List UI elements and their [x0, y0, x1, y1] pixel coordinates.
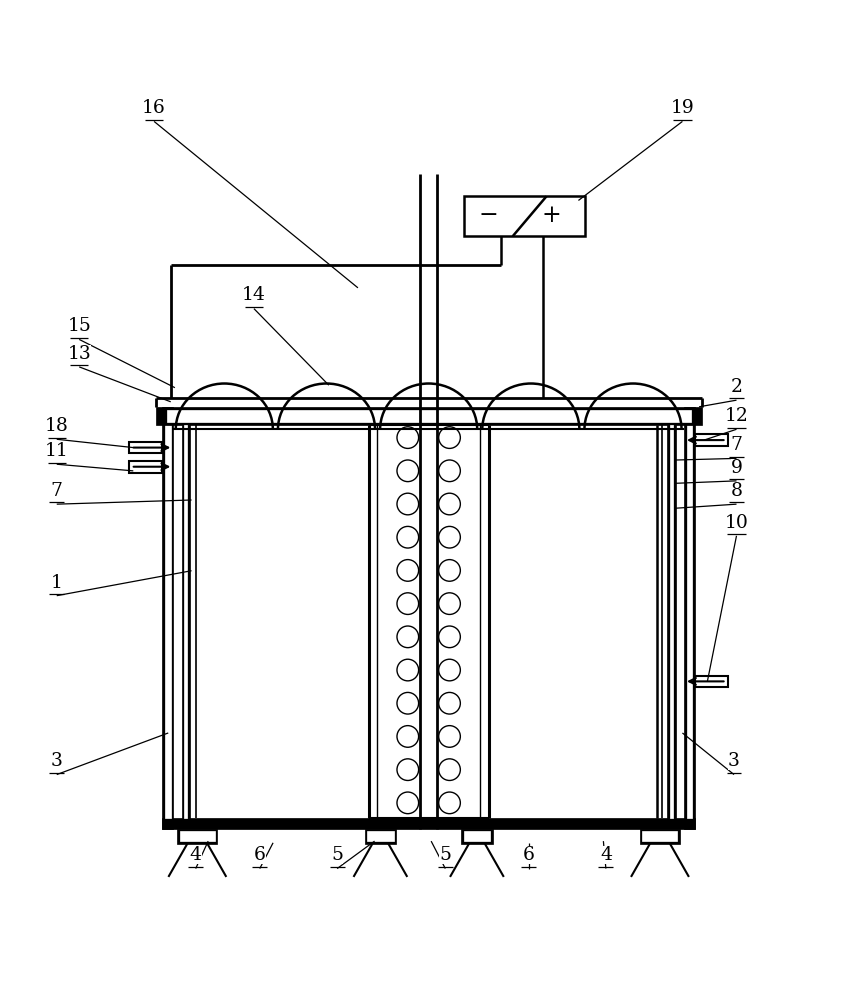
Text: 11: 11: [45, 442, 69, 460]
Text: 3: 3: [728, 752, 740, 770]
Bar: [162, 818, 694, 829]
Text: 7: 7: [51, 482, 63, 500]
Bar: [166, 410, 691, 422]
Text: 6: 6: [254, 846, 266, 864]
Text: 5: 5: [439, 846, 452, 864]
Bar: [643, 831, 678, 841]
Text: +: +: [542, 204, 561, 227]
Text: 4: 4: [189, 846, 202, 864]
Text: 9: 9: [731, 459, 742, 477]
Bar: [364, 829, 396, 844]
Text: 10: 10: [724, 514, 749, 532]
Bar: [667, 425, 676, 818]
Bar: [177, 829, 217, 844]
Text: 5: 5: [331, 846, 343, 864]
Text: 1: 1: [51, 574, 63, 592]
Text: 14: 14: [242, 286, 266, 304]
Bar: [367, 831, 394, 841]
Bar: [155, 407, 701, 425]
Bar: [684, 407, 694, 829]
Bar: [129, 461, 162, 473]
Text: 7: 7: [730, 436, 743, 454]
Bar: [184, 425, 188, 818]
Bar: [129, 442, 162, 453]
Bar: [461, 829, 492, 844]
Text: 18: 18: [45, 417, 69, 435]
Bar: [180, 831, 215, 841]
Text: 13: 13: [67, 345, 91, 363]
Text: 19: 19: [671, 99, 694, 117]
Bar: [640, 829, 680, 844]
Bar: [162, 407, 173, 829]
Text: 2: 2: [730, 378, 743, 396]
Text: 6: 6: [523, 846, 534, 864]
Bar: [464, 196, 585, 236]
Bar: [670, 425, 673, 818]
Bar: [182, 425, 190, 818]
Bar: [464, 831, 490, 841]
Text: 8: 8: [730, 482, 743, 500]
Text: 16: 16: [143, 99, 166, 117]
Bar: [687, 425, 693, 818]
Text: 3: 3: [51, 752, 63, 770]
Text: 12: 12: [724, 407, 749, 425]
Text: 15: 15: [67, 317, 91, 335]
Bar: [694, 434, 728, 446]
Bar: [165, 425, 171, 818]
Text: −: −: [479, 204, 498, 227]
Bar: [694, 676, 728, 687]
Text: 4: 4: [600, 846, 612, 864]
